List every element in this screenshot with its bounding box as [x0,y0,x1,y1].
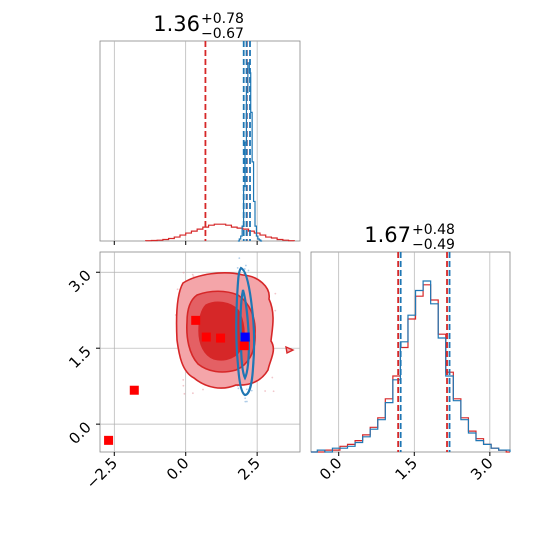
bottom-right-histogram-series [311,280,511,453]
red-square-marker-4 [216,333,226,343]
top-left-panel: 1.36 +0.78 −0.67 [99,11,301,245]
bl-sample-blue-37 [244,400,247,403]
top-left-title: 1.36 [153,12,200,36]
top-left-quantile-lines [204,41,251,241]
bl-sample-blue-6 [247,269,250,272]
bottom-left-panel: −2.5 0.0 2.5 0.0 1.5 3.0 [65,251,301,493]
bl-sample-blue-5 [238,257,241,260]
bottom-right-title: 1.67 [364,223,411,247]
bottom-right-quantile-lines [397,252,451,452]
bottom-right-ticks: 0.0 1.5 3.0 [316,452,497,484]
top-left-title-value: 1.36 [153,12,200,36]
bl-sample-blue-24 [244,397,247,400]
red-square-marker-5 [239,341,249,351]
red-contour-island [285,345,295,355]
bl-sample-red-47 [183,392,186,395]
bottom-right-title-plus: +0.48 [412,222,455,238]
bl-sample-red-44 [202,388,204,391]
bottom-right-title-value: 1.67 [364,223,411,247]
bl-sample-red-37 [264,390,267,392]
bl-sample-red-52 [176,288,179,291]
br-xtick-label-0: 0.0 [316,454,346,484]
br-hist-blue [311,280,511,453]
bl-sample-red-10 [192,275,195,278]
bl-sample-blue-21 [237,387,240,390]
bottom-right-panel: 0.0 1.5 3.0 1.67 +0.48 −0.49 [310,222,511,484]
blue-contour-inner [239,289,251,381]
bl-ytick-label-0: 0.0 [65,418,95,448]
bottom-right-frame [310,251,511,453]
bottom-right-title-minus: −0.49 [412,237,455,253]
bl-xtick-label-1: 0.0 [163,454,193,484]
bl-sample-red-21 [182,384,185,387]
bottom-left-markers [104,315,250,445]
red-square-marker-0 [104,435,114,445]
red-square-marker-2 [191,315,201,325]
bl-sample-blue-30 [243,268,246,270]
bl-sample-blue-0 [244,264,247,267]
top-left-title-plus: +0.78 [201,11,244,27]
red-square-marker-3 [201,332,211,342]
bl-sample-red-30 [274,309,277,312]
top-left-gridlines [113,41,258,241]
bl-sample-blue-19 [245,388,248,391]
bl-xtick-label-2: 2.5 [234,454,264,484]
tl-hist-red [145,223,295,242]
bl-xtick-label-0: −2.5 [83,454,121,492]
bl-ytick-label-1: 1.5 [65,342,95,372]
top-left-ticks [113,241,258,245]
red-square-marker-1 [129,385,139,395]
bl-sample-red-16 [191,392,194,395]
blue-square-marker-0 [240,332,250,342]
bl-sample-red-13 [274,292,277,295]
blue-density-contours [235,266,256,397]
blue-contour-outer [235,266,256,397]
bl-sample-red-11 [272,390,275,393]
top-left-title-minus: −0.67 [201,26,244,42]
bl-sample-red-3 [182,378,185,381]
bl-sample-blue-15 [236,267,239,269]
bl-sample-red-38 [271,376,274,379]
br-xtick-label-1: 1.5 [392,454,422,484]
br-xtick-label-2: 3.0 [467,454,497,484]
bl-sample-red-57 [182,271,185,274]
bl-sample-blue-27 [250,389,253,392]
bl-sample-red-56 [191,273,194,276]
bottom-right-gridlines [338,252,491,452]
bl-sample-blue-28 [246,400,248,403]
bl-ytick-label-2: 3.0 [65,266,95,296]
top-left-frame [99,40,301,242]
